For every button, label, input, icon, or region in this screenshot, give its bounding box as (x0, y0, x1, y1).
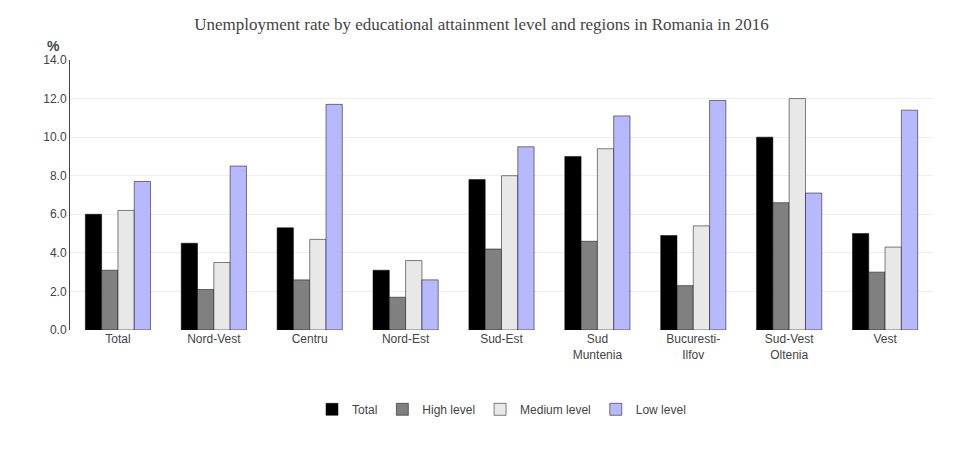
svg-text:Total: Total (105, 332, 130, 346)
svg-text:Medium level: Medium level (520, 403, 591, 417)
svg-text:Sud-Est: Sud-Est (480, 332, 523, 346)
svg-text:Sud-VestOltenia: Sud-VestOltenia (765, 332, 814, 362)
svg-text:0.0: 0.0 (50, 323, 67, 337)
svg-text:6.0: 6.0 (50, 207, 67, 221)
svg-text:SudMuntenia: SudMuntenia (573, 332, 623, 362)
svg-text:Total: Total (352, 403, 377, 417)
svg-text:Nord-Est: Nord-Est (382, 332, 430, 346)
svg-text:%: % (47, 38, 60, 54)
svg-text:10.0: 10.0 (43, 130, 67, 144)
svg-text:12.0: 12.0 (43, 92, 67, 106)
svg-text:Bucuresti-Ilfov: Bucuresti-Ilfov (666, 332, 720, 362)
svg-text:Nord-Vest: Nord-Vest (187, 332, 241, 346)
svg-text:4.0: 4.0 (50, 246, 67, 260)
svg-text:14.0: 14.0 (43, 53, 67, 67)
svg-text:Unemployment rate by education: Unemployment rate by educational attainm… (194, 15, 769, 34)
svg-text:High level: High level (422, 403, 475, 417)
svg-text:8.0: 8.0 (50, 169, 67, 183)
svg-text:Vest: Vest (873, 332, 897, 346)
svg-text:2.0: 2.0 (50, 285, 67, 299)
svg-text:Centru: Centru (292, 332, 328, 346)
svg-text:Low level: Low level (636, 403, 686, 417)
